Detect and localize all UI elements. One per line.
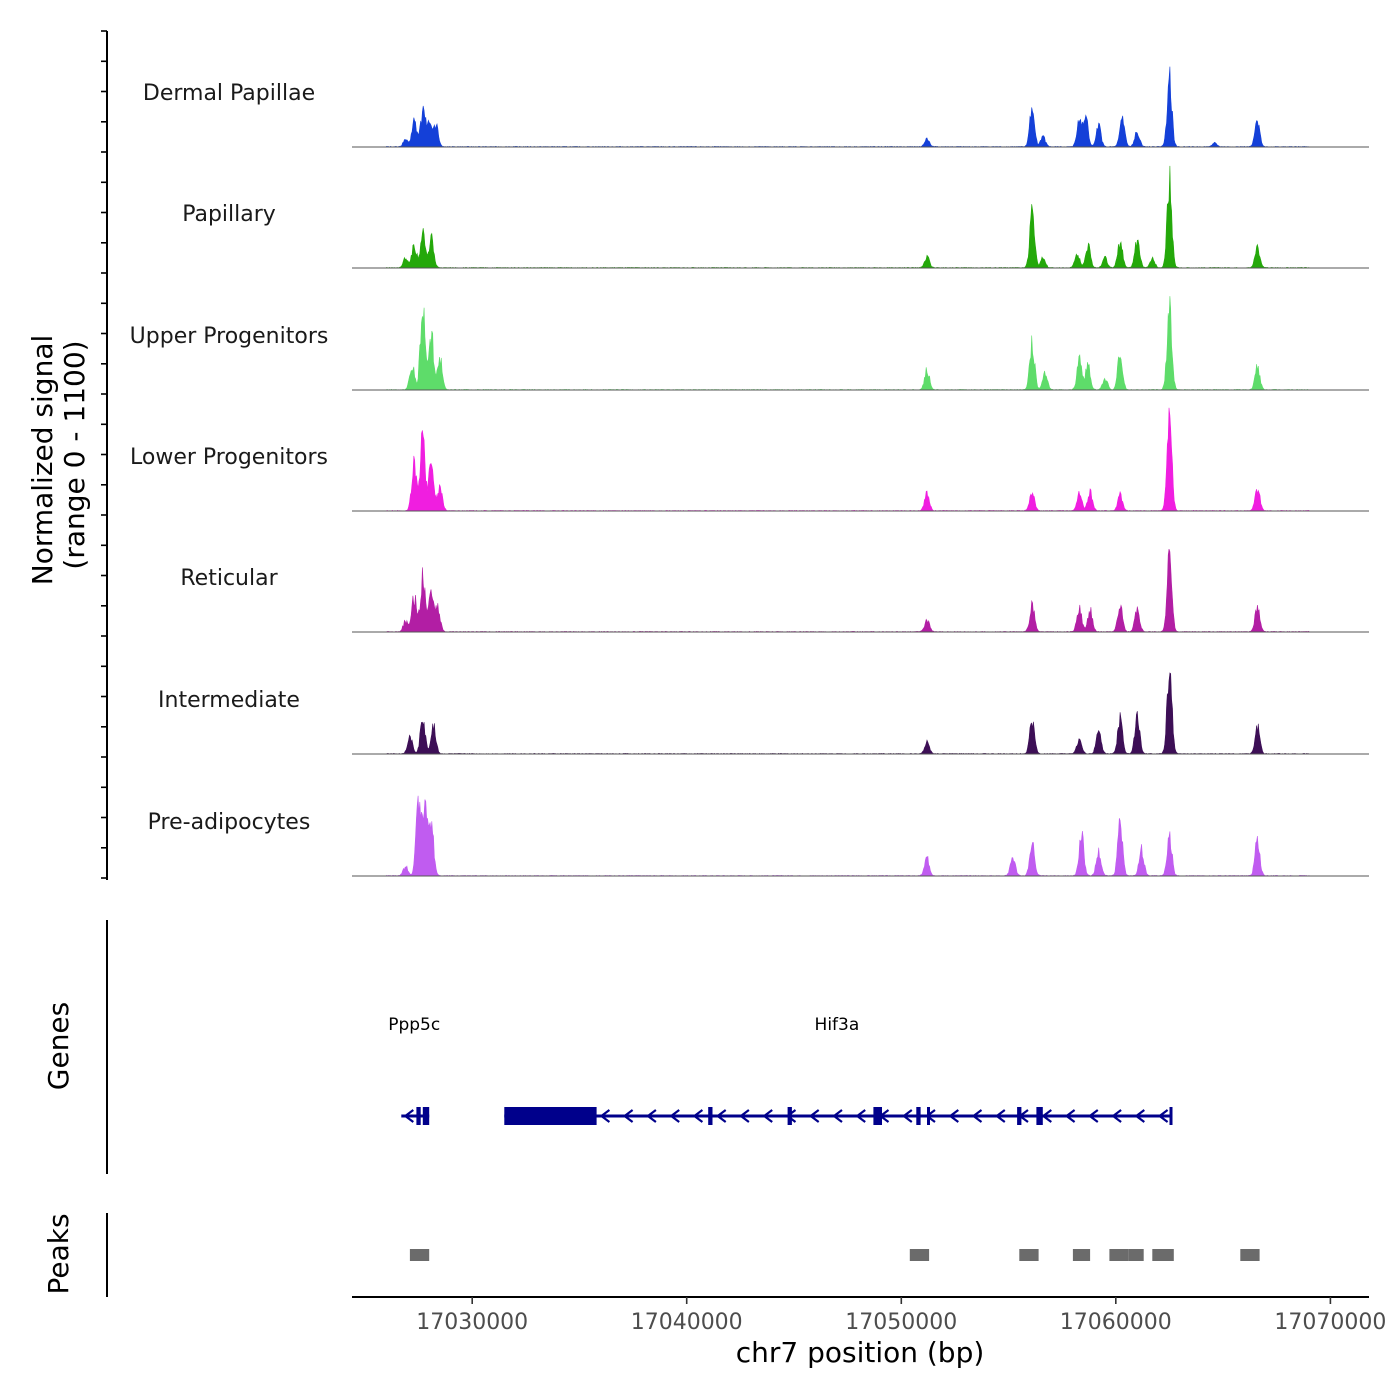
strand-chevron — [715, 1109, 727, 1123]
strand-chevron — [599, 1109, 611, 1123]
gene-models: Ppp5c Hif3a — [388, 1015, 1173, 1125]
strand-chevron — [948, 1109, 959, 1123]
track-label: Reticular — [180, 566, 278, 591]
y-axis-title-line2: (range 0 - 1100) — [58, 340, 91, 569]
coverage-tracks — [352, 66, 1369, 877]
strand-chevron — [403, 1109, 414, 1123]
strand-chevron — [1041, 1109, 1052, 1123]
peak-region — [1128, 1249, 1144, 1261]
coverage-area-dermal-papillae — [386, 66, 1310, 148]
peak-region — [1019, 1249, 1039, 1261]
coverage-area-upper-progenitors — [386, 296, 1310, 391]
gene-label: Hif3a — [815, 1015, 860, 1035]
x-tick-label: 17060000 — [1060, 1310, 1172, 1335]
x-tick-label: 17040000 — [631, 1310, 743, 1335]
y-axis-title-line1: Normalized signal — [26, 335, 59, 586]
gene-exon — [1036, 1107, 1043, 1125]
gene-label: Ppp5c — [388, 1015, 440, 1035]
strand-chevron — [762, 1109, 773, 1123]
coverage-area-pre-adipocytes — [386, 795, 1310, 877]
track-label: Upper Progenitors — [130, 324, 329, 349]
peak-region — [909, 1249, 930, 1261]
strand-chevron — [808, 1109, 820, 1123]
x-ticks: 17030000 17040000 17050000 17060000 17070000 — [416, 1297, 1386, 1335]
x-tick-label: 17070000 — [1274, 1310, 1386, 1335]
gene-exon — [787, 1107, 792, 1125]
track-label: Pre-adipocytes — [148, 810, 311, 835]
gene-exon — [422, 1107, 430, 1125]
x-tick-label: 17050000 — [845, 1310, 957, 1335]
peak-region — [1072, 1249, 1091, 1261]
peak-region — [409, 1249, 430, 1261]
signal-y-ticks — [101, 30, 107, 879]
peak-region — [1109, 1249, 1129, 1261]
track-labels: Dermal Papillae Papillary Upper Progenitor… — [130, 81, 329, 835]
strand-chevron — [785, 1109, 797, 1123]
track-label: Dermal Papillae — [143, 81, 315, 106]
strand-chevron — [739, 1109, 750, 1123]
coverage-area-intermediate — [385, 672, 1310, 755]
strand-chevron — [1111, 1109, 1122, 1123]
coverage-area-reticular — [386, 549, 1310, 633]
gene-exon — [504, 1107, 597, 1125]
track-label: Lower Progenitors — [130, 445, 328, 470]
strand-chevron — [1134, 1109, 1145, 1123]
strand-chevron — [994, 1109, 1006, 1123]
track-label: Papillary — [182, 202, 276, 227]
strand-chevron — [622, 1109, 634, 1123]
peak-regions — [409, 1249, 1260, 1261]
strand-chevron — [1157, 1109, 1169, 1123]
gene-exon — [927, 1107, 930, 1125]
strand-chevron — [832, 1109, 843, 1123]
strand-chevron — [646, 1109, 657, 1123]
x-tick-label: 17030000 — [416, 1310, 528, 1335]
gene-exon — [416, 1107, 421, 1125]
peak-region — [1152, 1249, 1174, 1261]
strand-chevron — [971, 1109, 983, 1123]
strand-chevron — [1064, 1109, 1076, 1123]
strand-chevron — [1087, 1109, 1099, 1123]
gene-exon — [916, 1107, 921, 1125]
strand-chevron — [855, 1109, 866, 1123]
x-axis-title: chr7 position (bp) — [736, 1336, 985, 1369]
strand-chevron — [901, 1109, 913, 1123]
gene-exon — [1169, 1107, 1173, 1125]
gene-exon — [873, 1107, 882, 1125]
gene-exon — [708, 1107, 713, 1125]
strand-chevron — [669, 1109, 680, 1123]
track-label: Intermediate — [158, 688, 300, 713]
strand-chevron — [692, 1109, 704, 1123]
peaks-axis-title: Peaks — [42, 1213, 75, 1294]
coverage-area-lower-progenitors — [386, 407, 1310, 512]
gene-exon — [1017, 1107, 1022, 1125]
genes-axis-title: Genes — [42, 1002, 75, 1090]
coverage-area-papillary — [386, 165, 1310, 269]
peak-region — [1240, 1249, 1260, 1261]
